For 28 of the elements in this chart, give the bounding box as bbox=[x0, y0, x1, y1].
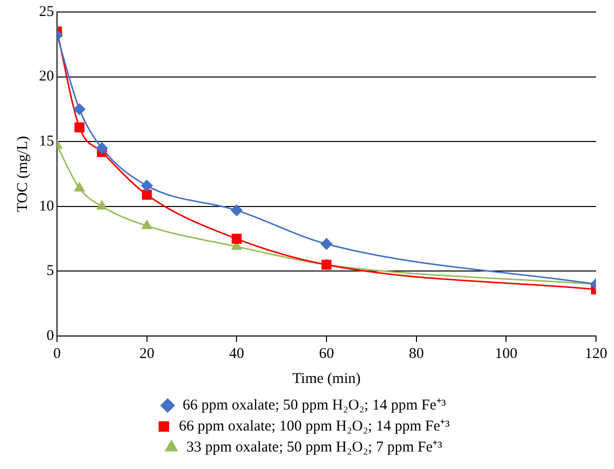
y-tick-label: 5 bbox=[46, 263, 54, 280]
point bbox=[96, 142, 108, 154]
point bbox=[141, 180, 153, 192]
x-tick-label: 20 bbox=[139, 346, 154, 362]
y-tick-label: 15 bbox=[39, 134, 54, 150]
x-tick-label: 100 bbox=[494, 346, 518, 362]
x-axis-title: Time (min) bbox=[292, 370, 361, 387]
y-tick-label: 25 bbox=[39, 4, 54, 20]
point bbox=[74, 182, 85, 192]
x-tick-label: 80 bbox=[408, 346, 424, 362]
x-tick-label: 40 bbox=[229, 346, 244, 362]
legend-label: 66 ppm oxalate; 100 ppm H₂O₂; 14 ppm Fe⁺³ bbox=[178, 418, 450, 434]
point bbox=[142, 190, 152, 200]
point bbox=[74, 103, 86, 115]
y-axis-title: TOC (mg/L) bbox=[14, 136, 31, 212]
x-tick-label: 120 bbox=[584, 346, 608, 362]
legend-label: 33 ppm oxalate; 50 ppm H₂O₂; 7 ppm Fe⁺³ bbox=[186, 439, 443, 456]
y-tick-label: 20 bbox=[39, 68, 54, 85]
legend-label: 66 ppm oxalate; 50 ppm H₂O₂; 14 ppm Fe⁺³ bbox=[182, 397, 446, 414]
point bbox=[232, 234, 242, 244]
point bbox=[74, 122, 84, 132]
y-tick-label: 10 bbox=[39, 198, 54, 214]
point bbox=[142, 220, 152, 230]
x-tick-label: 60 bbox=[319, 346, 334, 362]
point bbox=[96, 200, 107, 210]
point bbox=[320, 238, 332, 250]
y-tick-label: 0 bbox=[46, 328, 54, 344]
point bbox=[230, 204, 242, 216]
